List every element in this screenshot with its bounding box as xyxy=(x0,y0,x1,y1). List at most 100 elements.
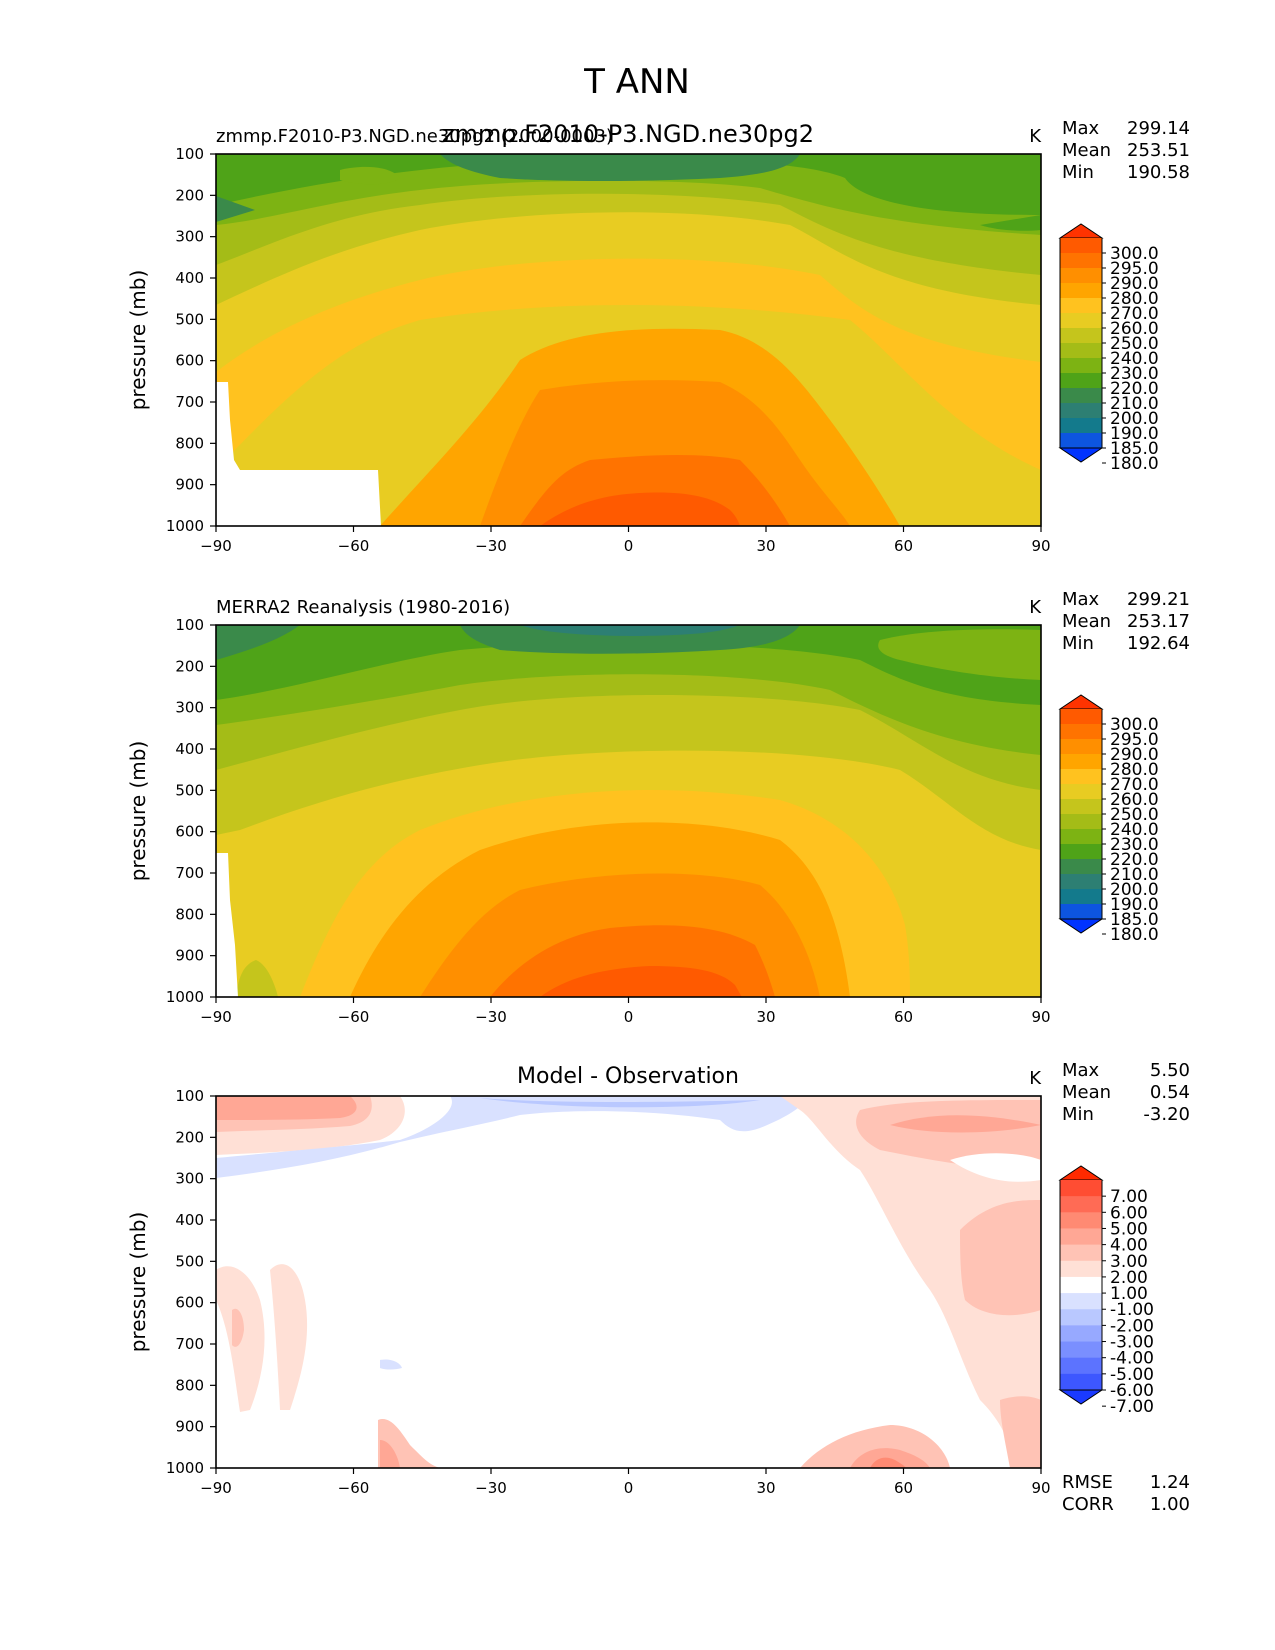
stat-label: Min xyxy=(1062,1104,1094,1125)
colorbar-label: 260.0 xyxy=(1110,319,1159,339)
subtitle-center-test: zmmp.F2010-P3.NGD.ne30pg2 xyxy=(442,120,814,148)
colorbar-swatch xyxy=(1060,1357,1102,1375)
colorbar-swatch xyxy=(1060,724,1102,740)
colorbar-swatch xyxy=(1060,889,1102,905)
extra-stats-difference: RMSE 1.24 CORR 1.00 xyxy=(1062,1472,1190,1515)
y-tick-label: 200 xyxy=(175,1128,204,1146)
y-axis-test: 100 200 300 400 500 600 700 800 900 1000 xyxy=(166,145,216,535)
x-axis-test: −90 −60 −30 0 30 60 90 xyxy=(200,526,1051,555)
stat-value: 299.14 xyxy=(1127,118,1190,139)
colorbar-swatch xyxy=(1060,1276,1102,1294)
colorbar-label: 250.0 xyxy=(1110,805,1159,825)
colorbar-label: 210.0 xyxy=(1110,865,1159,885)
units-label-test: K xyxy=(1029,126,1042,147)
colorbar-label: 240.0 xyxy=(1110,349,1159,369)
y-tick-label: 300 xyxy=(175,1170,204,1188)
y-tick-label: 900 xyxy=(175,1418,204,1436)
y-tick-label: 500 xyxy=(175,781,204,799)
colorbar-label: 290.0 xyxy=(1110,274,1159,294)
y-axis-label-difference: pressure (mb) xyxy=(126,1212,150,1353)
y-tick-label: 100 xyxy=(175,1087,204,1105)
y-tick-label: 800 xyxy=(175,1376,204,1394)
colorbar-extend-bottom xyxy=(1058,918,1104,934)
y-axis-label-test: pressure (mb) xyxy=(126,270,150,411)
stat-label: Max xyxy=(1062,1060,1100,1081)
colorbar-swatch xyxy=(1060,1293,1102,1310)
x-tick-label: −60 xyxy=(338,537,370,555)
colorbar-label: 280.0 xyxy=(1110,289,1159,309)
stats-reference: Max 299.21 Mean 253.17 Min 192.64 xyxy=(1062,589,1190,654)
colorbar-swatch xyxy=(1060,799,1102,815)
colorbar-label: 260.0 xyxy=(1110,790,1159,810)
y-tick-label: 500 xyxy=(175,310,204,328)
x-tick-label: 60 xyxy=(894,1008,913,1026)
subtitle-center-difference: Model - Observation xyxy=(517,1064,739,1089)
colorbar-swatch xyxy=(1060,358,1102,374)
colorbar-label: 295.0 xyxy=(1110,259,1159,279)
x-tick-label: 90 xyxy=(1031,1008,1050,1026)
colorbar-swatch xyxy=(1060,298,1102,314)
stat-value: 190.58 xyxy=(1127,162,1190,183)
colorbar-label: 2.00 xyxy=(1110,1268,1148,1288)
x-tick-label: −90 xyxy=(200,537,232,555)
units-label-reference: K xyxy=(1029,597,1042,618)
extra-stat-value: 1.00 xyxy=(1150,1494,1190,1515)
colorbar-swatch xyxy=(1060,433,1102,449)
colorbar-label: -1.00 xyxy=(1110,1300,1154,1320)
colorbar-label: 230.0 xyxy=(1110,364,1159,384)
x-tick-label: 90 xyxy=(1031,537,1050,555)
y-tick-label: 700 xyxy=(175,1335,204,1353)
y-tick-label: 500 xyxy=(175,1252,204,1270)
y-tick-label: 600 xyxy=(175,823,204,841)
colorbar-swatch xyxy=(1060,859,1102,875)
colorbar-swatch xyxy=(1060,283,1102,299)
colorbar-swatch xyxy=(1060,268,1102,284)
colorbar-label: -2.00 xyxy=(1110,1316,1154,1336)
colorbar-label: -5.00 xyxy=(1110,1365,1154,1385)
colorbar-swatch xyxy=(1060,1373,1102,1391)
x-tick-label: 0 xyxy=(624,1479,634,1497)
x-tick-label: 0 xyxy=(624,537,634,555)
colorbar-label: 220.0 xyxy=(1110,379,1159,399)
x-tick-label: −30 xyxy=(475,537,507,555)
y-axis-reference: 100 200 300 400 500 600 700 800 900 1000 xyxy=(166,616,216,1006)
y-tick-label: 300 xyxy=(175,699,204,717)
colorbar-label: 290.0 xyxy=(1110,745,1159,765)
x-tick-label: 30 xyxy=(756,537,775,555)
colorbar-label: 240.0 xyxy=(1110,820,1159,840)
colorbar-swatch xyxy=(1060,874,1102,890)
x-tick-label: −90 xyxy=(200,1479,232,1497)
y-axis-difference: 100 200 300 400 500 600 700 800 900 1000 xyxy=(166,1087,216,1477)
x-axis-reference: −90 −60 −30 0 30 60 90 xyxy=(200,997,1051,1026)
y-tick-label: 400 xyxy=(175,1211,204,1229)
colorbar-outline xyxy=(1059,1180,1103,1390)
colorbar-swatch xyxy=(1060,1260,1102,1278)
colorbar-label: 230.0 xyxy=(1110,835,1159,855)
y-tick-label: 1000 xyxy=(166,988,204,1006)
subtitle-left-test: zmmp.F2010-P3.NGD.ne30pg2 (2000-0003) xyxy=(216,126,613,147)
colorbar-swatch xyxy=(1060,1325,1102,1343)
colorbar-swatch xyxy=(1060,418,1102,434)
colorbar-swatch xyxy=(1060,1341,1102,1359)
colorbar-swatch xyxy=(1060,814,1102,830)
extra-stat-label: RMSE xyxy=(1062,1472,1113,1493)
colorbar-label: 5.00 xyxy=(1110,1219,1148,1239)
colorbar-label: 270.0 xyxy=(1110,775,1159,795)
colorbar-label: 190.0 xyxy=(1110,895,1159,915)
colorbar-extend-bottom xyxy=(1058,447,1104,463)
x-axis-difference: −90 −60 −30 0 30 60 90 xyxy=(200,1468,1051,1497)
colorbar-extend-top xyxy=(1058,694,1104,710)
x-tick-label: 0 xyxy=(624,1008,634,1026)
colorbar-label: 210.0 xyxy=(1110,394,1159,414)
y-tick-label: 800 xyxy=(175,434,204,452)
colorbar-swatch xyxy=(1060,754,1102,770)
colorbar-label: 3.00 xyxy=(1110,1252,1148,1272)
colorbar-label: 300.0 xyxy=(1110,244,1159,264)
colorbar-label: 180.0 xyxy=(1110,454,1159,474)
colorbar-swatch xyxy=(1060,238,1102,254)
colorbar-swatch xyxy=(1060,1180,1102,1197)
colorbar-swatch xyxy=(1060,844,1102,860)
stats-difference: Max 5.50 Mean 0.54 Min -3.20 xyxy=(1062,1060,1190,1125)
colorbar-label: -7.00 xyxy=(1110,1397,1154,1417)
